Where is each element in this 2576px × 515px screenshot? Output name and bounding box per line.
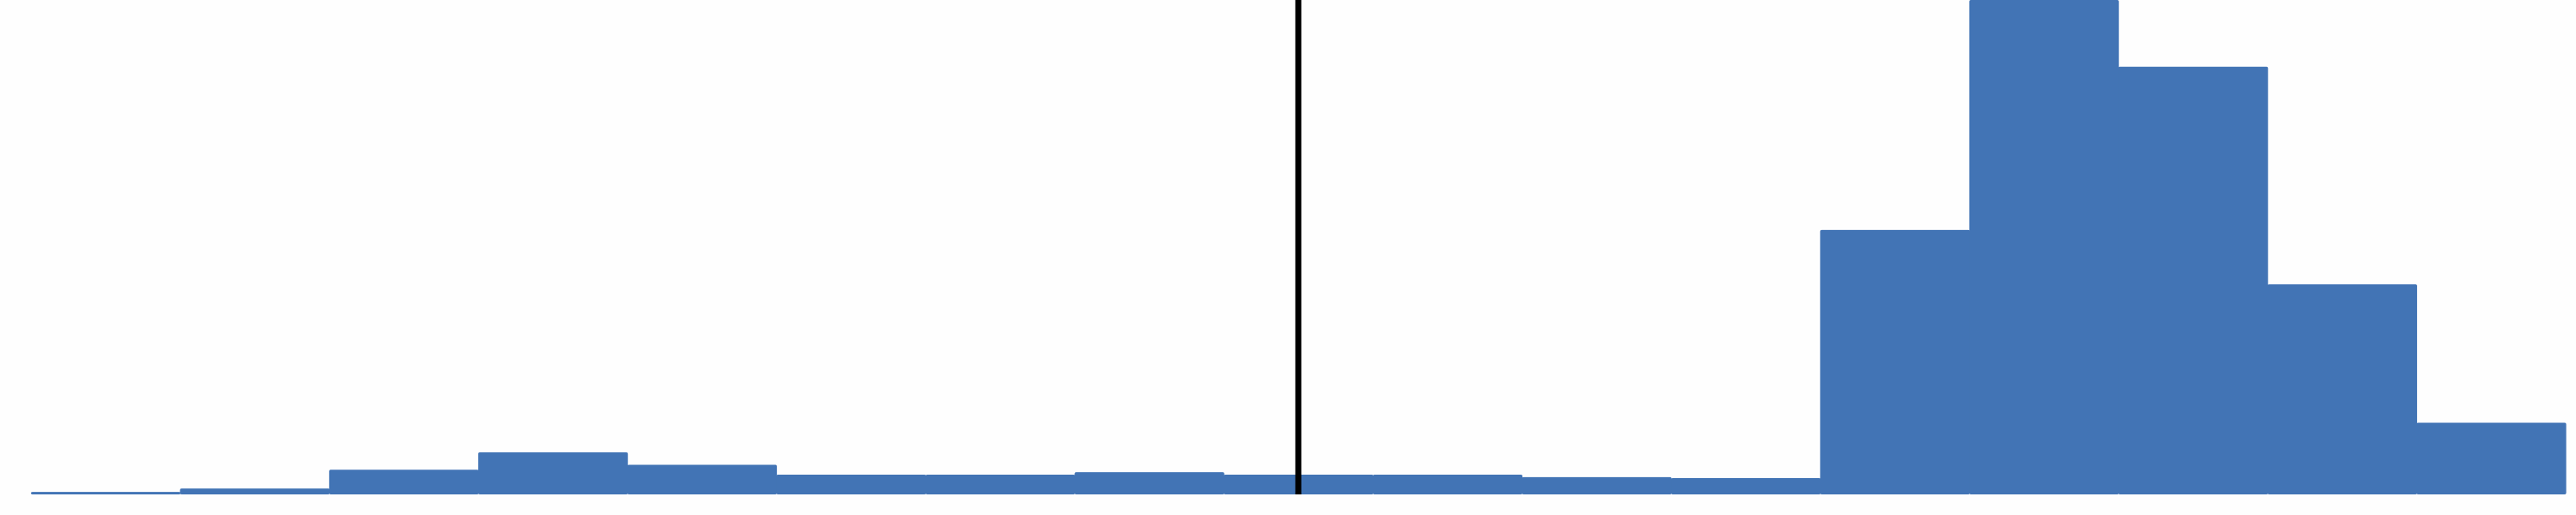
histogram-bar-10 (1372, 474, 1523, 494)
histogram-bar-15 (2118, 66, 2269, 494)
histogram-bar-7 (925, 474, 1076, 494)
histogram-bar-14 (1969, 0, 2119, 494)
histogram-bar-13 (1820, 229, 1971, 494)
histogram-bar-11 (1522, 476, 1672, 494)
histogram-bar-17 (2416, 422, 2567, 494)
histogram-bar-1 (31, 492, 181, 494)
histogram-bar-16 (2267, 284, 2417, 494)
histogram-bar-3 (329, 470, 479, 494)
histogram-bar-2 (179, 488, 330, 494)
histogram-bar-8 (1074, 472, 1224, 494)
histogram-bar-12 (1671, 477, 1821, 494)
histogram-bar-6 (776, 474, 927, 494)
histogram-bar-5 (627, 464, 777, 494)
histogram-bars (31, 0, 2567, 494)
histogram-bar-4 (477, 452, 629, 494)
